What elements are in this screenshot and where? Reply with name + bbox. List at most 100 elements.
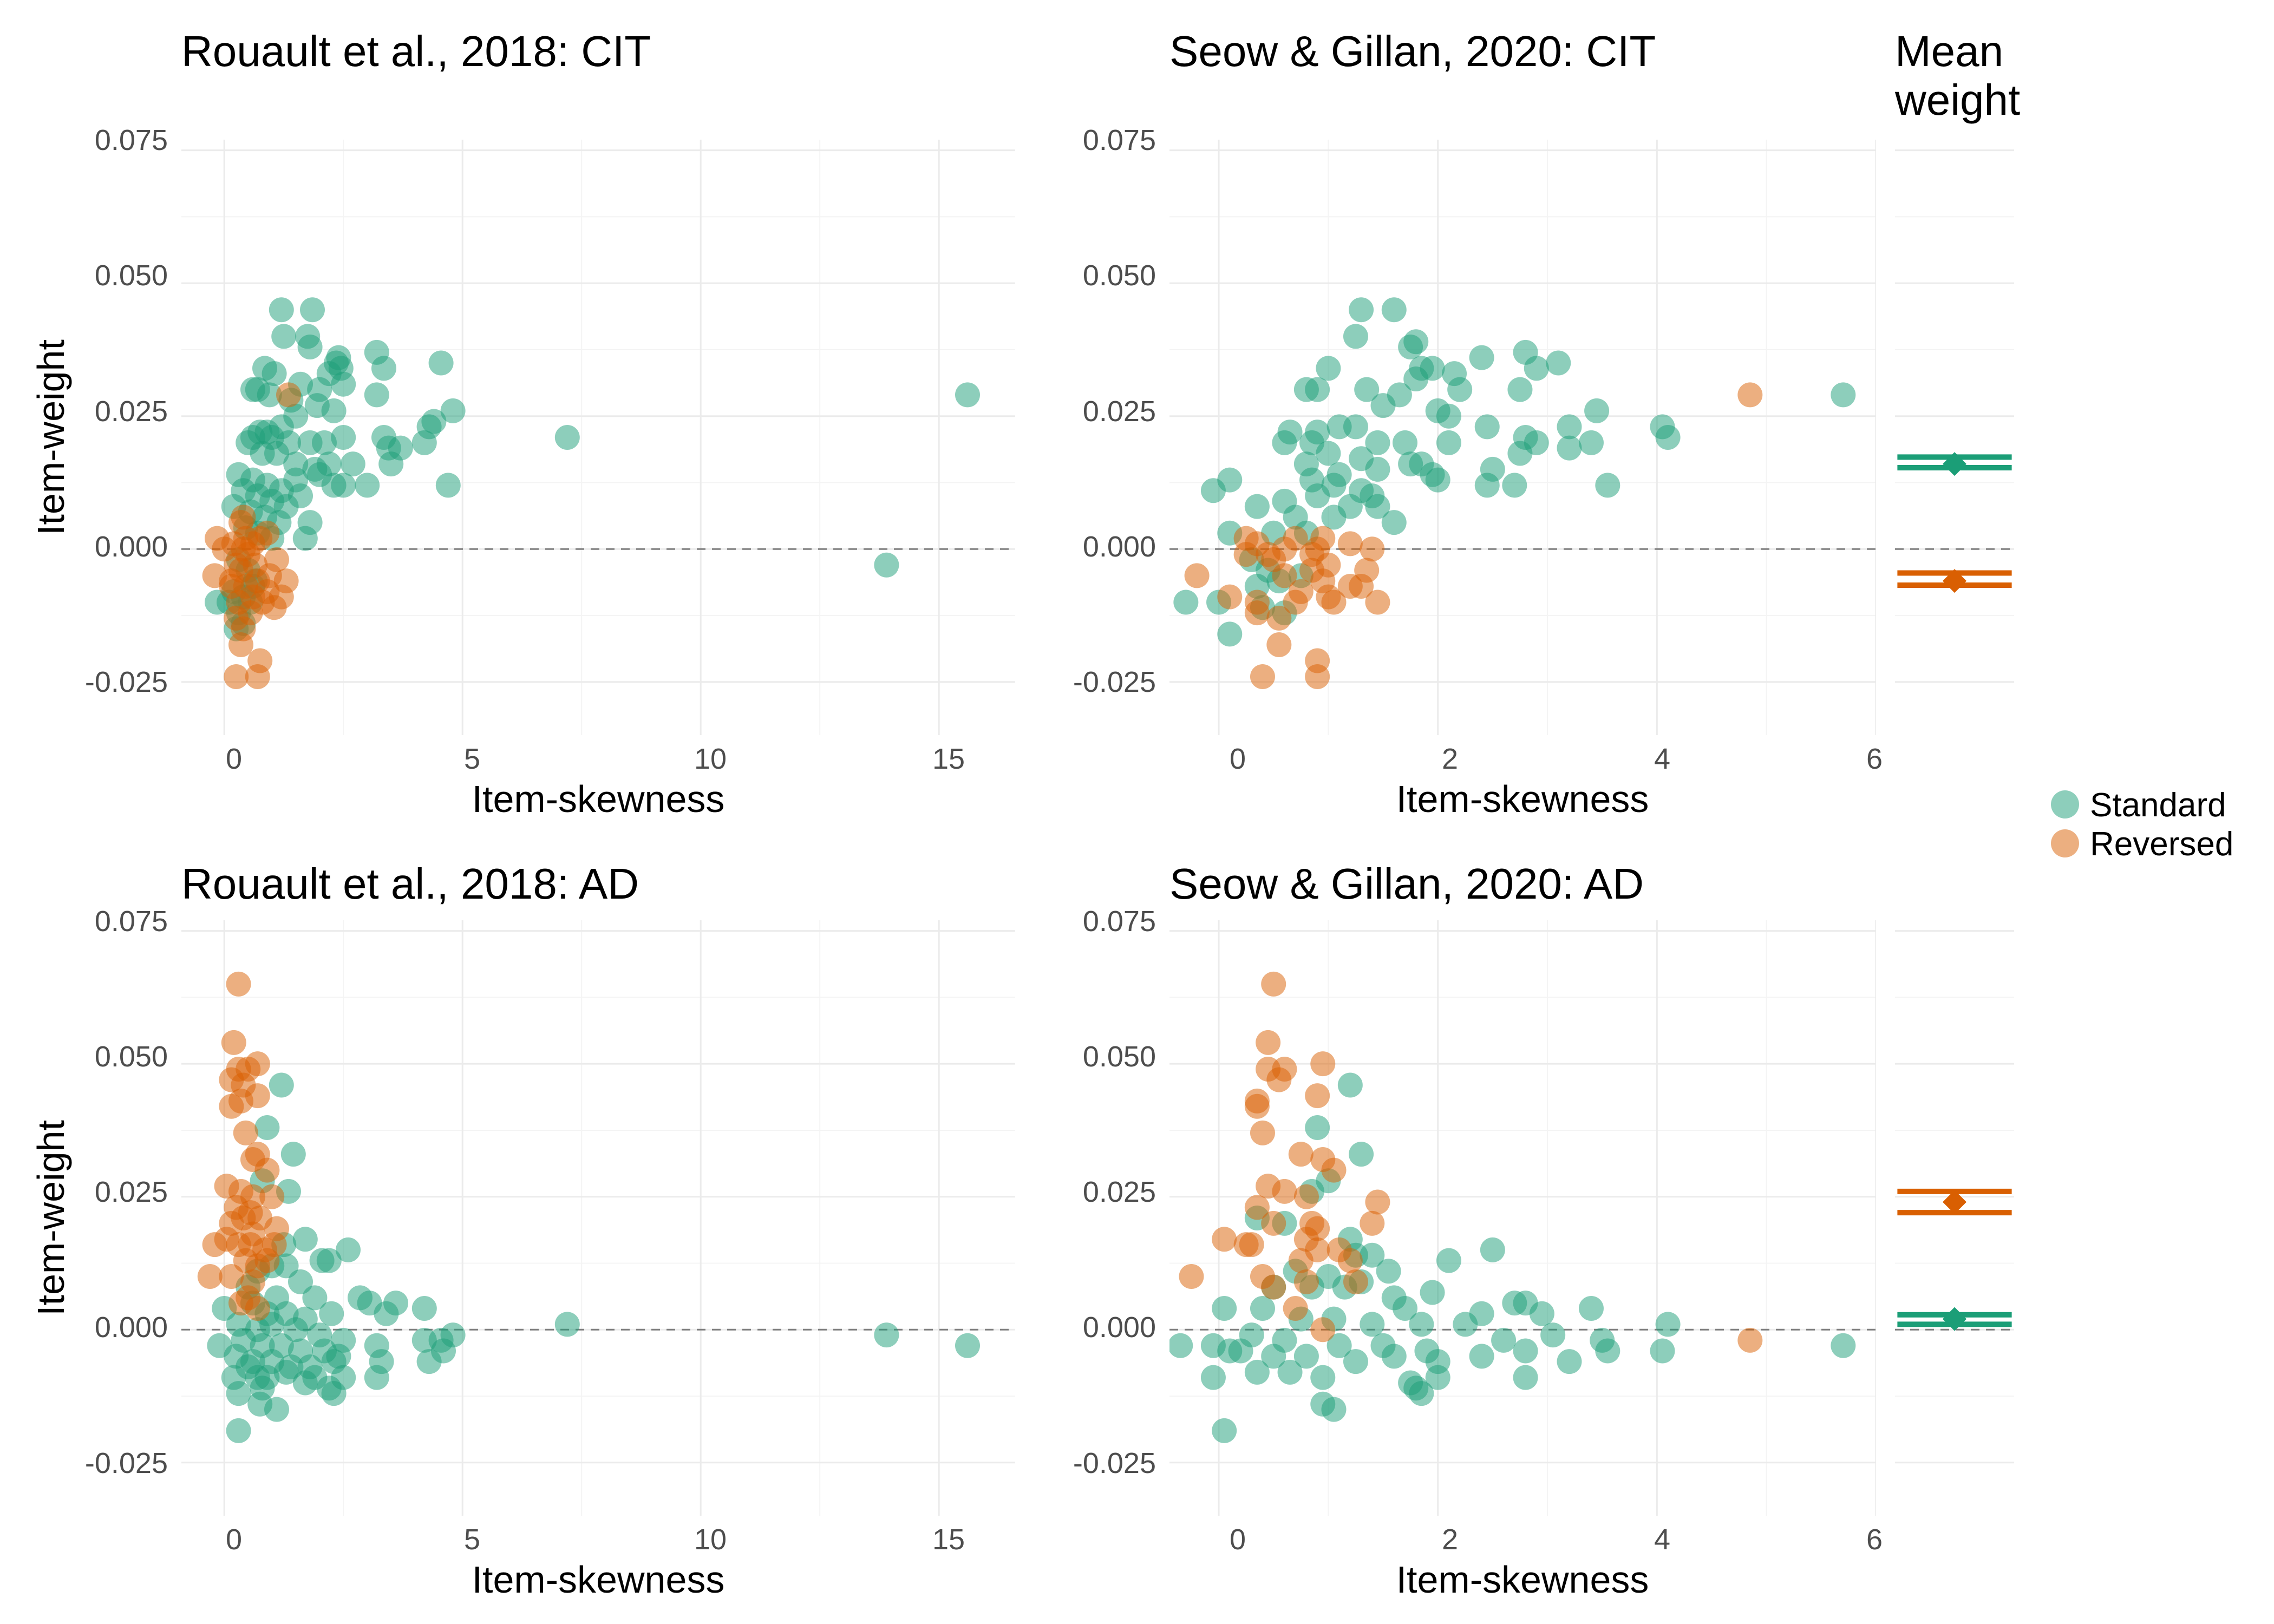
panel-seow-cit: Seow & Gillan, 2020: CIT 0.075 0.050 0.0… [1073,27,1883,820]
data-point-reversed [264,547,289,572]
y-tick-label: -0.025 [85,1447,168,1479]
y-tick-label: 0.000 [95,1311,168,1344]
x-tick-label: 6 [1866,1523,1883,1556]
data-point-standard [1321,1397,1347,1422]
data-point-reversed [202,1232,227,1258]
mean-marker-standard [1943,1307,1966,1331]
x-tick-label: 4 [1654,1523,1670,1556]
data-point-standard [1173,590,1199,615]
data-point-standard [1376,1259,1401,1284]
data-point-standard [1217,621,1243,647]
data-point-standard [1474,473,1500,498]
x-tick-label: 2 [1442,1523,1458,1556]
data-point-standard [1557,1349,1582,1374]
data-point-standard [264,1397,289,1422]
data-point-standard [1321,505,1347,530]
data-point-reversed [1283,1295,1308,1321]
data-point-reversed [236,1285,261,1311]
data-point-reversed [254,1248,280,1273]
data-point-standard [1316,441,1341,466]
x-tick-label: 5 [464,1523,480,1556]
data-point-standard [371,356,396,381]
data-point-standard [1370,393,1396,418]
data-point-standard [1381,297,1407,323]
x-tick-label: 0 [226,743,242,775]
y-tick-label: 0.050 [95,1040,168,1073]
data-point-reversed [233,1120,258,1145]
data-point-reversed [1250,1120,1275,1145]
data-point-reversed [254,520,280,546]
panel-rouault-ad: Rouault et al., 2018: AD 0.075 0.050 0.0… [30,860,1015,1601]
data-point-standard [1244,1359,1270,1385]
x-tick-label: 10 [694,743,727,775]
data-point-standard [374,1301,399,1326]
data-point-reversed [1737,382,1763,408]
data-point-standard [205,590,230,615]
data-point-standard [1354,377,1380,402]
data-point-standard [1343,414,1368,440]
data-point-standard [874,1322,899,1348]
data-point-standard [1595,1338,1620,1364]
data-point-reversed [1343,1269,1368,1294]
data-point-standard [874,552,899,578]
data-point-reversed [1305,1083,1330,1109]
data-point-standard [1507,441,1533,466]
data-point-standard [1540,1322,1566,1348]
data-point-reversed [1184,563,1210,588]
legend-swatch-reversed [2051,829,2079,857]
data-point-standard [1293,1344,1319,1369]
data-point-standard [1529,1301,1554,1326]
data-point-reversed [1256,1030,1281,1055]
data-point-reversed [1217,584,1243,610]
data-point-standard [1491,1327,1517,1353]
data-point-standard [292,526,318,551]
data-point-standard [955,1333,980,1358]
panel-title: Rouault et al., 2018: AD [181,860,639,908]
data-point-reversed [221,1030,246,1055]
data-point-standard [264,441,289,466]
x-tick-label: 4 [1654,743,1670,775]
data-point-standard [1261,1344,1286,1369]
data-point-standard [1337,1072,1363,1098]
y-tick-label: -0.025 [85,666,168,698]
data-point-standard [269,1072,294,1098]
data-point-standard [1305,377,1330,402]
x-tick-labels: 0 2 4 6 [1230,743,1883,775]
data-point-standard [269,297,294,323]
data-point-standard [1212,1295,1237,1321]
data-point-standard [1393,430,1417,455]
data-point-standard [364,382,389,408]
x-axis-title: Item-skewness [472,778,725,820]
mean-marker-reversed [1943,1190,1966,1214]
data-point-standard [1217,467,1243,493]
data-point-standard [440,398,466,423]
data-point-reversed [1321,590,1347,615]
mean-weight-title-line1: Mean [1895,27,2003,75]
data-point-standard [336,1237,361,1262]
data-point-standard [331,425,356,450]
data-point-standard [364,1365,389,1390]
data-point-reversed [1233,526,1259,551]
data-point-reversed [1244,600,1270,626]
y-tick-label: 0.075 [95,905,168,938]
y-tick-labels: 0.075 0.050 0.025 0.000 -0.025 [85,124,168,698]
data-point-reversed [1337,531,1363,556]
mean-weight-title-line2: weight [1894,76,2020,124]
data-point-reversed [1179,1264,1204,1289]
data-point-standard [1403,366,1429,391]
y-tick-label: 0.025 [1083,1176,1156,1208]
y-tick-label: 0.025 [95,395,168,428]
data-point-standard [1546,350,1571,376]
data-point-reversed [1233,1232,1259,1258]
y-tick-labels: 0.075 0.050 0.025 0.000 -0.025 [1073,124,1156,698]
data-point-reversed [231,505,256,530]
plot-area [1169,920,1876,1516]
x-tick-label: 15 [932,743,965,775]
data-point-reversed [197,1264,223,1289]
data-point-standard [1349,297,1374,323]
y-tick-label: -0.025 [1073,1447,1156,1479]
data-point-standard [1360,1242,1385,1268]
data-point-standard [1502,473,1527,498]
data-point-standard [340,451,365,477]
y-tick-label: 0.050 [1083,1040,1156,1073]
